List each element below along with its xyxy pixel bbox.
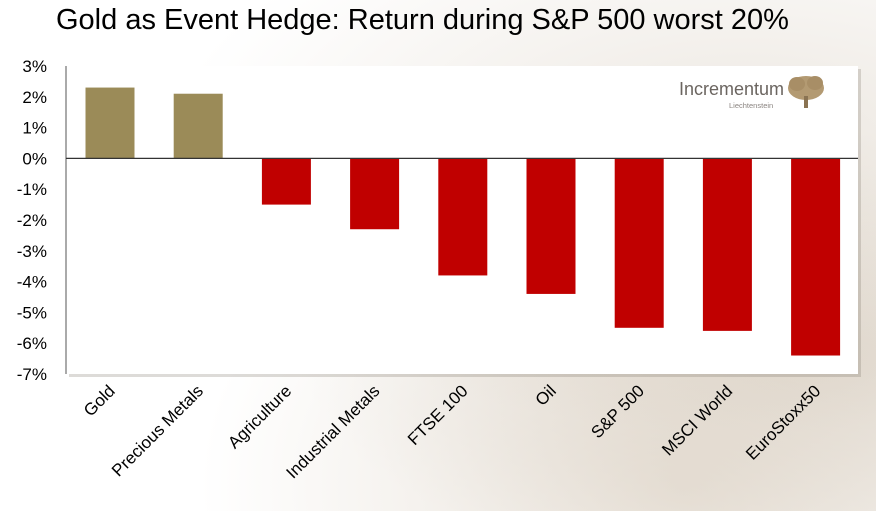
bar-eurostoxx50 (791, 158, 841, 356)
y-tick-label: -1% (17, 180, 47, 199)
y-tick-label: -3% (17, 242, 47, 261)
bar-s-p-500 (614, 158, 664, 328)
bar-industrial-metals (350, 158, 400, 230)
y-tick-label: 0% (22, 149, 47, 168)
bar-agriculture (261, 158, 311, 205)
y-tick-label: -5% (17, 303, 47, 322)
logo-name: Incrementum (679, 79, 784, 99)
bar-gold (85, 87, 135, 159)
y-tick-label: 1% (22, 119, 47, 138)
x-tick-label: Industrial Metals (282, 381, 383, 482)
x-tick-label: MSCI World (658, 381, 736, 459)
x-tick-label: EuroStoxx50 (742, 381, 824, 463)
tree-icon (788, 76, 824, 108)
x-tick-label: S&P 500 (587, 381, 648, 442)
bar-ftse-100 (438, 158, 488, 276)
y-tick-label: -7% (17, 365, 47, 384)
x-tick-label: Oil (532, 381, 560, 409)
x-tick-label: Agriculture (224, 381, 295, 452)
x-tick-label: Precious Metals (108, 381, 207, 480)
incrementum-logo: Incrementum Liechtenstein (679, 76, 824, 110)
bar-precious-metals (173, 93, 223, 159)
chart-title: Gold as Event Hedge: Return during S&P 5… (56, 4, 789, 36)
logo-subtitle: Liechtenstein (729, 101, 773, 110)
x-tick-label: Gold (80, 381, 119, 420)
bar-oil (526, 158, 576, 294)
bar-msci-world (702, 158, 752, 331)
x-tick-label: FTSE 100 (404, 381, 472, 449)
y-tick-label: -2% (17, 211, 47, 230)
bars (66, 87, 858, 356)
y-tick-label: -4% (17, 273, 47, 292)
y-axis-ticks: 3% 2% 1% 0% -1% -2% -3% -4% -5% -6% -7% (17, 57, 47, 384)
y-tick-label: 2% (22, 88, 47, 107)
y-tick-label: -6% (17, 334, 47, 353)
y-tick-label: 3% (22, 57, 47, 76)
